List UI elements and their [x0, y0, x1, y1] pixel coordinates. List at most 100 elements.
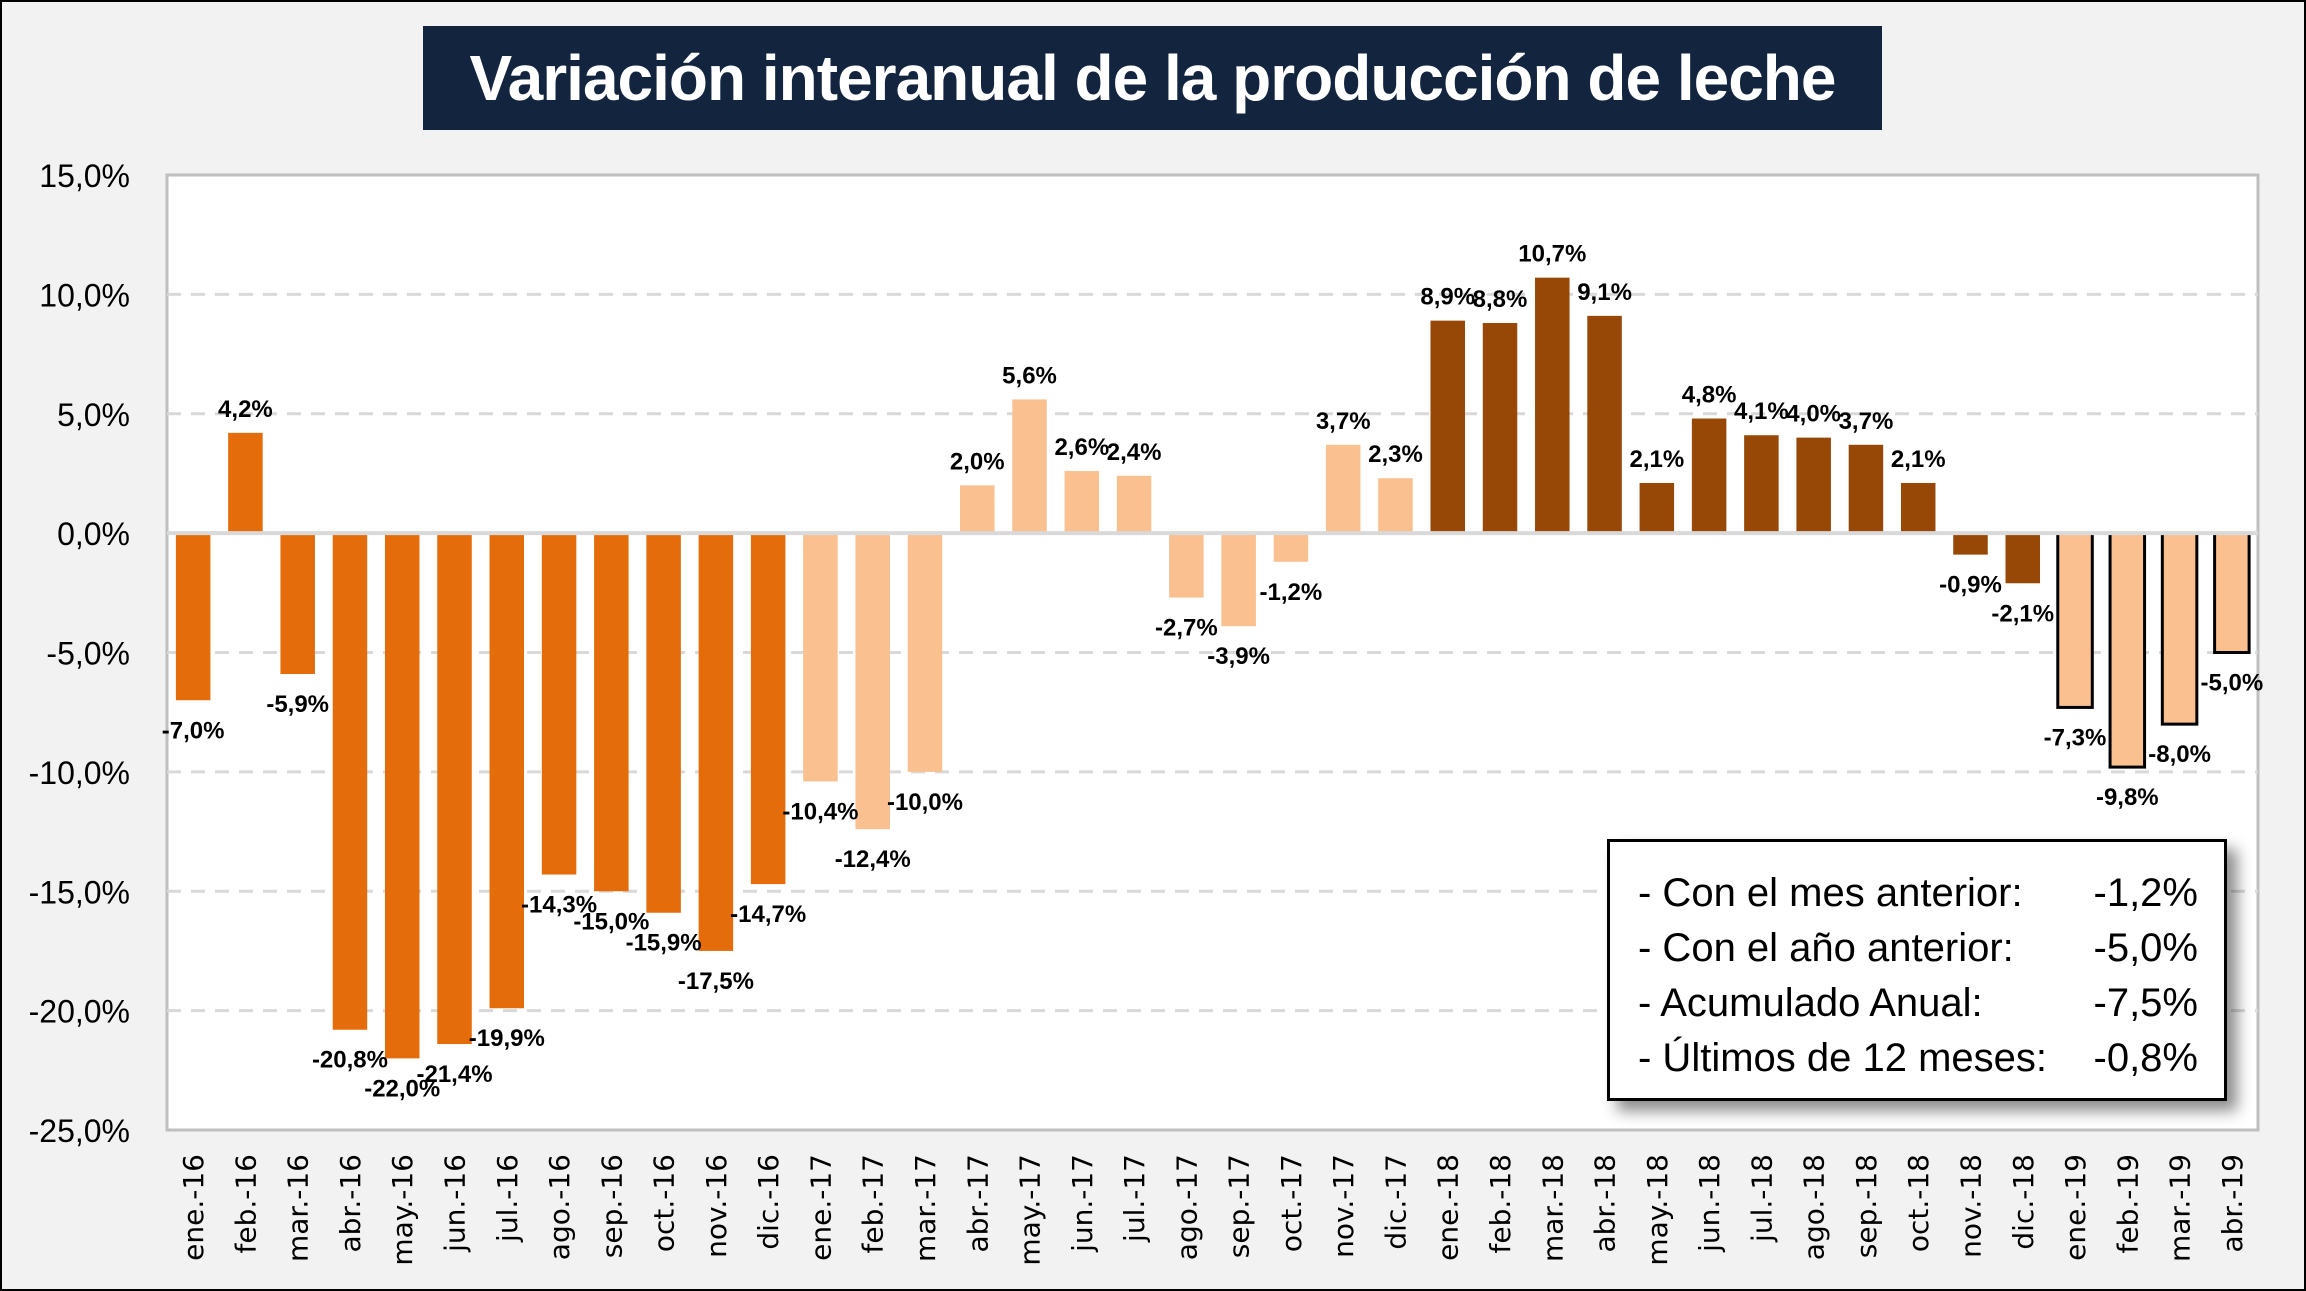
bar: [228, 432, 263, 534]
x-tick-label: feb.-19: [2111, 1154, 2144, 1254]
bar: [1430, 320, 1465, 534]
x-tick-label: ene.-18: [1432, 1154, 1465, 1261]
bar: [280, 533, 315, 674]
data-label: 3,7%: [1839, 408, 1894, 435]
data-label: 4,8%: [1682, 382, 1737, 409]
summary-value: -5,0%: [2093, 926, 2199, 970]
x-tick-label: ago.-18: [1798, 1154, 1831, 1260]
summary-label: - Últimos de 12 meses:: [1638, 1036, 2048, 1080]
data-label: -5,0%: [2201, 670, 2264, 697]
data-label: -8,0%: [2148, 741, 2211, 768]
bar: [384, 533, 420, 1059]
data-label: 2,0%: [950, 448, 1005, 475]
bar: [1116, 475, 1152, 534]
bar: [2160, 531, 2199, 726]
x-tick-label: ene.-19: [2059, 1154, 2092, 1261]
summary-row-12-months: - Últimos de 12 meses: -0,8%: [1638, 1031, 2224, 1086]
x-tick-label: mar.-17: [909, 1154, 942, 1262]
x-tick-label: ago.-17: [1170, 1154, 1203, 1260]
x-tick-label: sep.-16: [595, 1154, 628, 1258]
data-label: 5,6%: [1002, 362, 1057, 389]
bar: [332, 533, 368, 1030]
bar: [175, 533, 211, 701]
x-axis-ticks: ene.-16 feb.-16 mar.-16 abr.-16 may.-16 jun.-…: [177, 1154, 2249, 1266]
x-tick-label: oct.-16: [648, 1154, 681, 1252]
bar: [855, 533, 890, 830]
x-tick-label: feb.-17: [857, 1154, 890, 1254]
title-banner: Variación interanual de la producción de…: [423, 26, 1882, 130]
data-label: -2,7%: [1155, 615, 1218, 642]
x-tick-label: oct.-17: [1275, 1154, 1308, 1252]
bar: [1744, 435, 1779, 534]
data-label: -7,0%: [162, 717, 225, 744]
data-label: -12,4%: [835, 846, 911, 873]
bar: [2005, 533, 2041, 584]
data-label: -10,0%: [887, 789, 963, 816]
bar: [1535, 277, 1570, 534]
bar: [437, 533, 472, 1045]
data-label: -9,8%: [2096, 784, 2159, 811]
summary-row-year: - Con el año anterior: -5,0%: [1638, 921, 2224, 976]
x-tick-label: nov.-16: [700, 1154, 733, 1258]
data-label: 2,6%: [1054, 434, 1109, 461]
data-label: -14,3%: [521, 892, 597, 919]
summary-label: - Acumulado Anual:: [1638, 981, 1983, 1025]
y-tick-label: -25,0%: [29, 1113, 130, 1149]
x-tick-label: nov.-18: [1954, 1154, 1987, 1258]
data-label: 2,1%: [1629, 446, 1684, 473]
x-tick-label: jun.-16: [439, 1154, 472, 1253]
bar: [2213, 531, 2251, 654]
x-tick-label: mar.-19: [2164, 1154, 2197, 1262]
bar: [1378, 478, 1413, 534]
bar: [489, 533, 525, 1009]
x-tick-label: jul.-17: [1118, 1154, 1151, 1243]
bar: [1482, 323, 1518, 534]
x-tick-label: oct.-18: [1902, 1154, 1935, 1252]
x-tick-label: mar.-18: [1536, 1154, 1569, 1262]
x-tick-label: jun.-17: [1066, 1154, 1099, 1253]
bar: [698, 533, 734, 951]
x-tick-label: ene.-17: [804, 1154, 837, 1261]
x-tick-label: ene.-16: [177, 1154, 210, 1261]
bar: [2108, 531, 2147, 769]
data-label: 9,1%: [1577, 279, 1632, 306]
y-tick-label: -10,0%: [29, 755, 130, 791]
bar: [1587, 315, 1622, 534]
x-tick-label: ago.-16: [543, 1154, 576, 1260]
y-axis-ticks: 15,0% 10,0% 5,0% 0,0% -5,0% -10,0% -15,0% -20,0…: [29, 158, 130, 1149]
bar: [907, 533, 943, 772]
bar: [646, 533, 681, 913]
x-tick-label: jun.-18: [1693, 1154, 1726, 1253]
data-label: 10,7%: [1518, 241, 1586, 268]
bar: [1325, 444, 1361, 534]
bar: [1221, 533, 1256, 627]
x-tick-label: jul.-16: [491, 1154, 524, 1243]
data-label: -2,1%: [1991, 600, 2054, 627]
x-tick-label: abr.-17: [961, 1154, 994, 1253]
y-tick-label: -20,0%: [29, 994, 130, 1030]
data-label: -5,9%: [266, 691, 329, 718]
y-tick-label: 15,0%: [39, 158, 130, 194]
x-tick-label: sep.-18: [1850, 1154, 1883, 1258]
summary-value: -1,2%: [2093, 871, 2199, 915]
data-label: 4,2%: [218, 396, 273, 423]
data-label: -0,9%: [1939, 572, 2002, 599]
x-tick-label: may.-16: [386, 1154, 419, 1266]
x-tick-label: dic.-18: [2007, 1154, 2040, 1250]
bar: [1273, 533, 1309, 562]
chart-title: Variación interanual de la producción de…: [469, 42, 1837, 114]
bar: [1639, 482, 1675, 534]
bar: [1900, 482, 1936, 534]
summary-box: - Con el mes anterior: -1,2% - Con el añ…: [1607, 839, 2227, 1101]
bar: [2056, 531, 2094, 709]
data-label: 2,3%: [1368, 441, 1423, 468]
data-label: 4,1%: [1734, 398, 1789, 425]
data-label: 2,1%: [1891, 446, 1946, 473]
y-tick-label: -15,0%: [29, 874, 130, 910]
data-label: -20,8%: [312, 1047, 388, 1074]
bar: [1953, 533, 1988, 555]
data-label: 2,4%: [1107, 439, 1162, 466]
bar: [1796, 437, 1831, 534]
x-tick-label: dic.-16: [752, 1154, 785, 1250]
summary-value: -0,8%: [2093, 1036, 2199, 1080]
